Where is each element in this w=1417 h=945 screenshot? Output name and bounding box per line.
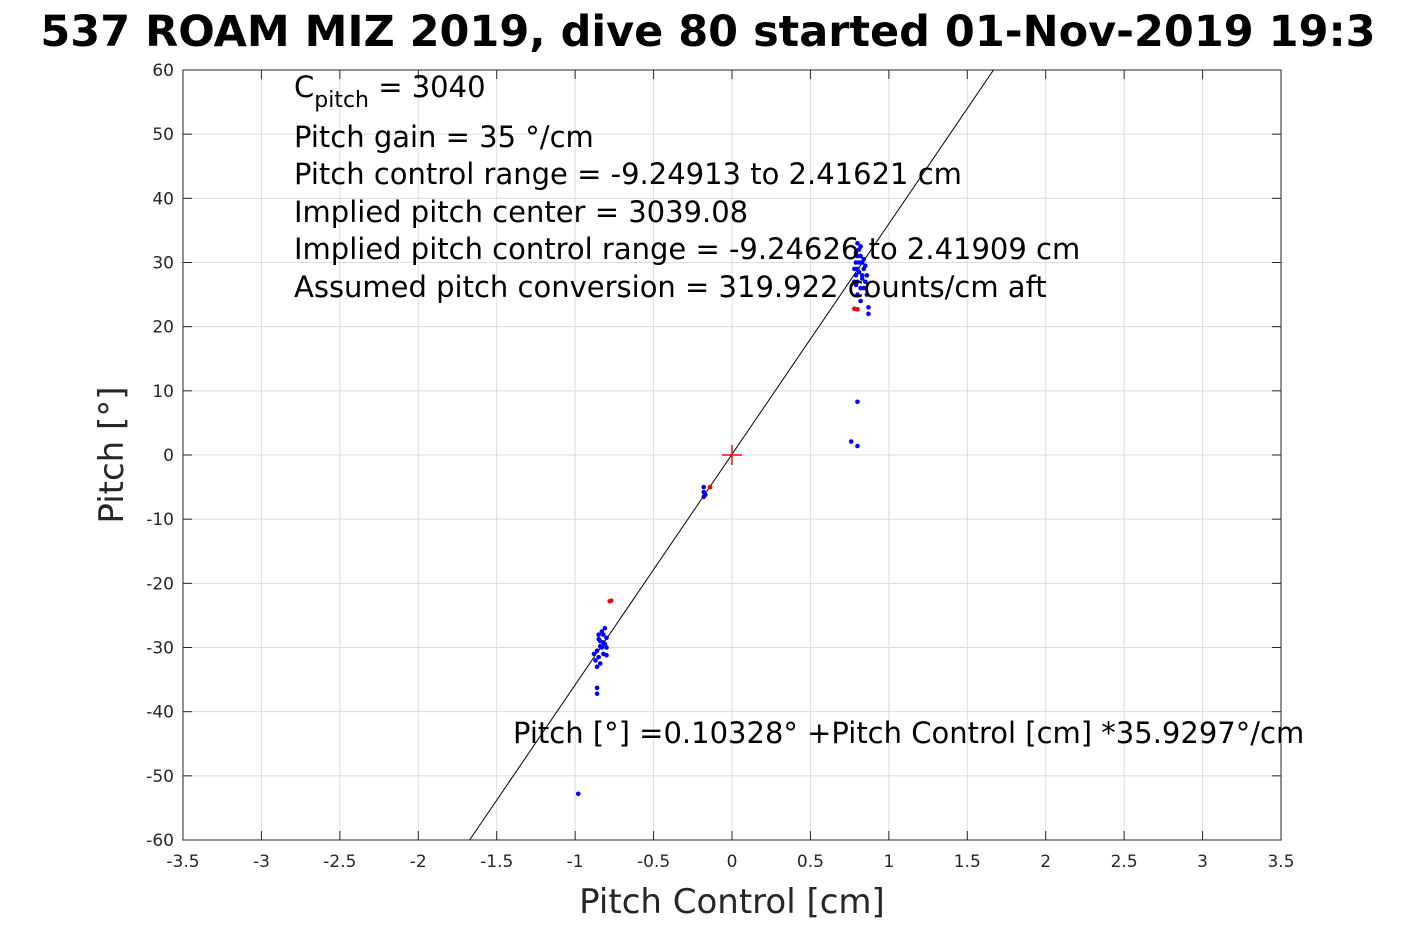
y-tick-label: 30: [152, 254, 174, 274]
data-point: [596, 632, 601, 637]
x-tick-label: -2: [410, 852, 427, 872]
data-point: [601, 640, 606, 645]
data-point: [859, 273, 865, 278]
data-point: [855, 307, 860, 312]
data-point: [597, 643, 603, 649]
data-point: [597, 661, 603, 666]
y-tick-label: 60: [152, 61, 174, 81]
pitch-control-range-annotation: Pitch control range = -9.24913 to 2.4162…: [294, 157, 962, 191]
data-point: [852, 266, 857, 272]
data-point: [853, 250, 859, 256]
data-point: [701, 484, 707, 490]
pitch-gain-annotation: Pitch gain = 35 °/cm: [294, 120, 594, 154]
implied-pitch-control-range-annotation: Implied pitch control range = -9.24626 t…: [294, 232, 1080, 266]
x-tick-label: 0.5: [797, 852, 824, 872]
data-point: [594, 664, 600, 670]
data-point: [602, 625, 608, 631]
implied-pitch-center-annotation: Implied pitch center = 3039.08: [294, 195, 748, 229]
data-point: [859, 276, 865, 281]
x-tick-label: 2.5: [1111, 852, 1138, 872]
data-point: [575, 791, 581, 797]
x-tick-label: 3: [1197, 852, 1208, 872]
c-pitch-annotation: Cpitch = 3040: [294, 70, 486, 113]
x-tick-label: -0.5: [637, 852, 670, 872]
data-point: [703, 492, 708, 498]
data-point: [604, 652, 609, 658]
x-tick-label: 1.5: [954, 852, 981, 872]
y-tick-label: 50: [152, 125, 174, 145]
data-point: [855, 240, 860, 246]
data-point: [855, 443, 860, 449]
data-point: [707, 484, 713, 490]
data-point: [848, 439, 854, 444]
data-point: [601, 632, 606, 637]
x-tick-label: -3.5: [166, 852, 199, 872]
data-point: [853, 282, 859, 288]
data-point: [858, 298, 863, 304]
y-tick-label: 20: [152, 318, 174, 338]
y-tick-label: -40: [146, 703, 174, 723]
assumed-pitch-conversion-annotation: Assumed pitch conversion = 319.922 count…: [294, 270, 1047, 304]
data-point: [855, 292, 860, 297]
data-point: [594, 685, 600, 691]
x-tick-label: 1: [883, 852, 894, 872]
y-tick-label: 40: [152, 189, 174, 209]
data-point: [866, 305, 871, 310]
y-tick-label: -20: [146, 574, 174, 594]
data-point: [863, 279, 868, 285]
data-point: [591, 651, 597, 657]
x-tick-label: 2: [1040, 852, 1051, 872]
x-tick-label: -2.5: [323, 852, 356, 872]
y-tick-label: -60: [146, 831, 174, 851]
x-tick-label: -1: [567, 852, 584, 872]
y-tick-label: 0: [163, 446, 174, 466]
data-point: [864, 273, 870, 278]
data-point: [596, 636, 601, 642]
data-point: [593, 658, 598, 663]
data-point: [864, 292, 870, 297]
data-point: [604, 645, 609, 650]
x-tick-label: 3.5: [1267, 852, 1294, 872]
data-point: [858, 244, 863, 249]
grid: [182, 69, 1282, 841]
fit-equation-annotation: Pitch [°] =0.10328° +Pitch Control [cm] …: [513, 716, 1304, 750]
data-point: [608, 598, 614, 603]
axis-ticks: -3.5 -3 -2.5 -2 -1.5 -1 -0.5 0 0.5 1 1.5 2 2.5 3 3.5 -6…: [146, 61, 1294, 872]
data-point: [863, 263, 868, 269]
data-point: [866, 311, 871, 317]
y-axis-label: Pitch [°]: [92, 386, 132, 523]
x-tick-label: -1.5: [480, 852, 513, 872]
data-point: [856, 269, 862, 275]
data-points: [575, 240, 871, 797]
data-point: [861, 285, 867, 291]
data-point: [855, 399, 860, 405]
y-tick-label: -10: [146, 510, 174, 530]
y-tick-label: -30: [146, 639, 174, 659]
data-point: [861, 256, 867, 262]
data-point: [594, 648, 600, 654]
x-axis-label: Pitch Control [cm]: [579, 882, 885, 922]
y-tick-label: -50: [146, 767, 174, 787]
data-point: [596, 654, 601, 660]
chart-title: 537 ROAM MIZ 2019, dive 80 started 01-No…: [40, 7, 1375, 57]
data-point: [853, 273, 859, 278]
x-tick-label: 0: [727, 852, 738, 872]
data-point: [853, 260, 859, 265]
y-tick-label: 10: [152, 382, 174, 402]
data-point: [594, 691, 600, 696]
center-marker-layer: [722, 445, 742, 465]
x-tick-label: -3: [253, 852, 270, 872]
data-point: [604, 635, 609, 641]
